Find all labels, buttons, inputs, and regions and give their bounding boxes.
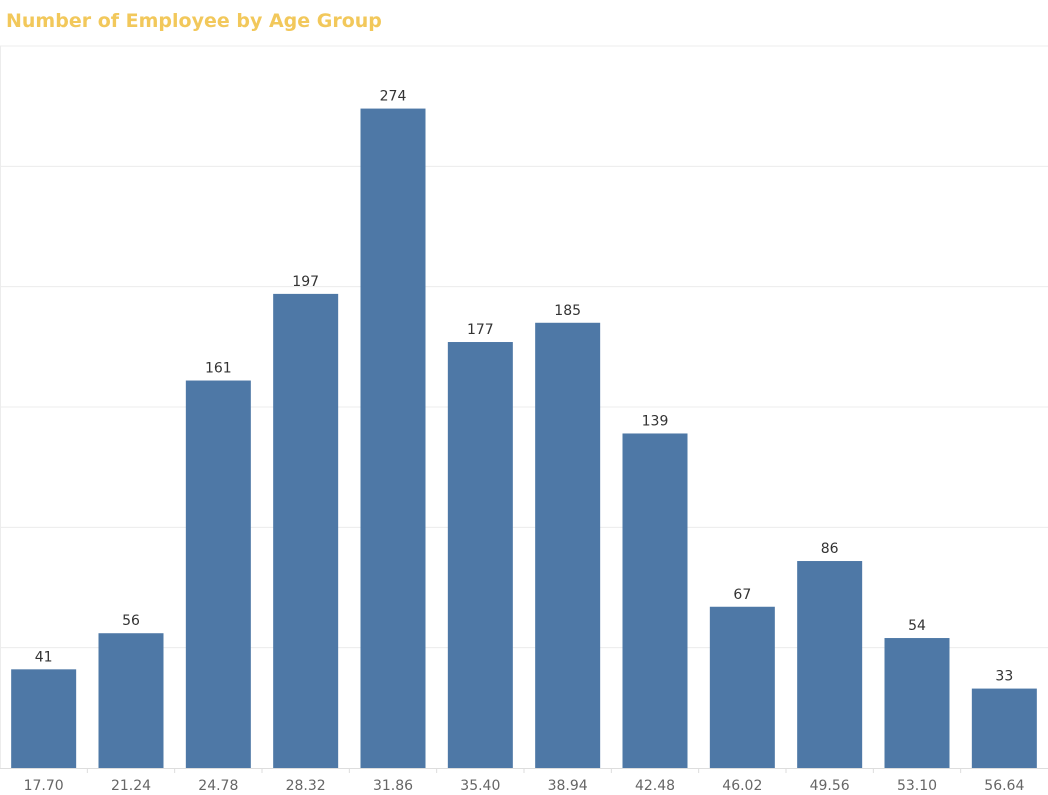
bar[interactable] xyxy=(11,669,77,768)
gridlines xyxy=(0,45,1048,773)
data-label: 185 xyxy=(554,303,581,319)
x-tick-label: 21.24 xyxy=(111,778,151,794)
data-label: 161 xyxy=(205,361,232,377)
bar[interactable] xyxy=(447,342,513,768)
x-tick-label: 46.02 xyxy=(722,778,762,794)
data-label: 86 xyxy=(821,541,839,557)
x-tick-label: 35.40 xyxy=(460,778,500,794)
data-label: 67 xyxy=(733,587,751,603)
x-tick-labels: 17.70 21.24 24.78 28.32 31.86 35.40 38.94 42.48… xyxy=(24,778,1025,794)
data-label: 197 xyxy=(292,274,319,290)
chart-title: Number of Employee by Age Group xyxy=(6,10,382,32)
data-label: 33 xyxy=(995,669,1013,685)
x-tick-label: 17.70 xyxy=(24,778,64,794)
bars xyxy=(11,108,1037,768)
bar[interactable] xyxy=(971,688,1037,768)
bar[interactable] xyxy=(797,561,863,768)
x-tick-label: 38.94 xyxy=(548,778,588,794)
bar[interactable] xyxy=(98,633,164,768)
bar[interactable] xyxy=(709,606,775,768)
x-tick-label: 49.56 xyxy=(810,778,850,794)
data-label: 54 xyxy=(908,618,926,634)
x-tick-label: 56.64 xyxy=(984,778,1024,794)
bar[interactable] xyxy=(535,322,601,768)
data-label: 139 xyxy=(642,413,669,429)
data-label: 177 xyxy=(467,322,494,338)
bar[interactable] xyxy=(360,108,426,768)
data-label: 274 xyxy=(380,89,407,105)
x-tick-label: 53.10 xyxy=(897,778,937,794)
x-tick-label: 31.86 xyxy=(373,778,413,794)
bar[interactable] xyxy=(185,380,251,768)
x-tick-label: 24.78 xyxy=(198,778,238,794)
bar[interactable] xyxy=(273,293,339,768)
x-tick-label: 28.32 xyxy=(286,778,326,794)
bar[interactable] xyxy=(884,638,950,768)
data-label: 41 xyxy=(35,649,53,665)
bar[interactable] xyxy=(622,433,688,768)
x-tick-label: 42.48 xyxy=(635,778,675,794)
data-label: 56 xyxy=(122,613,140,629)
value-labels: 41 56 161 197 274 177 185 139 67 86 54 33 xyxy=(35,89,1013,685)
